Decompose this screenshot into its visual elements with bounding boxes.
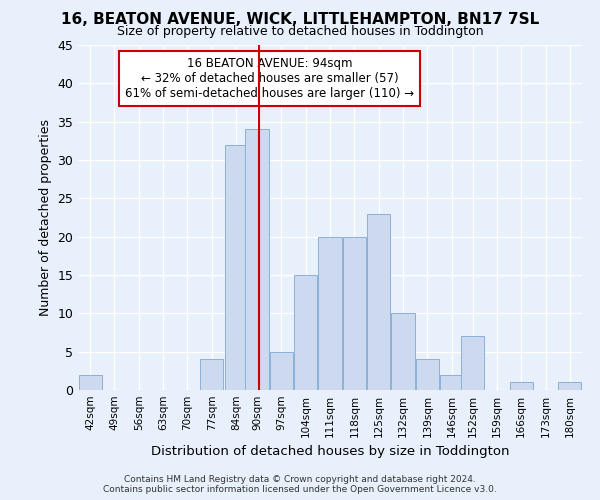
Bar [343, 236, 366, 390]
Text: 16 BEATON AVENUE: 94sqm
← 32% of detached houses are smaller (57)
61% of semi-de: 16 BEATON AVENUE: 94sqm ← 32% of detache… [125, 57, 414, 100]
Text: 16, BEATON AVENUE, WICK, LITTLEHAMPTON, BN17 7SL: 16, BEATON AVENUE, WICK, LITTLEHAMPTON, … [61, 12, 539, 28]
Bar [224, 144, 248, 390]
Bar [79, 374, 102, 390]
Bar [558, 382, 581, 390]
Y-axis label: Number of detached properties: Number of detached properties [39, 119, 52, 316]
Text: Size of property relative to detached houses in Toddington: Size of property relative to detached ho… [116, 25, 484, 38]
Bar [200, 360, 223, 390]
Bar [367, 214, 391, 390]
Bar [509, 382, 533, 390]
Bar [319, 236, 341, 390]
Bar [294, 275, 317, 390]
Bar [416, 360, 439, 390]
Bar [269, 352, 293, 390]
Bar [391, 314, 415, 390]
Text: Contains HM Land Registry data © Crown copyright and database right 2024.
Contai: Contains HM Land Registry data © Crown c… [103, 474, 497, 494]
Bar [440, 374, 463, 390]
Bar [245, 130, 269, 390]
Bar [461, 336, 484, 390]
X-axis label: Distribution of detached houses by size in Toddington: Distribution of detached houses by size … [151, 446, 509, 458]
